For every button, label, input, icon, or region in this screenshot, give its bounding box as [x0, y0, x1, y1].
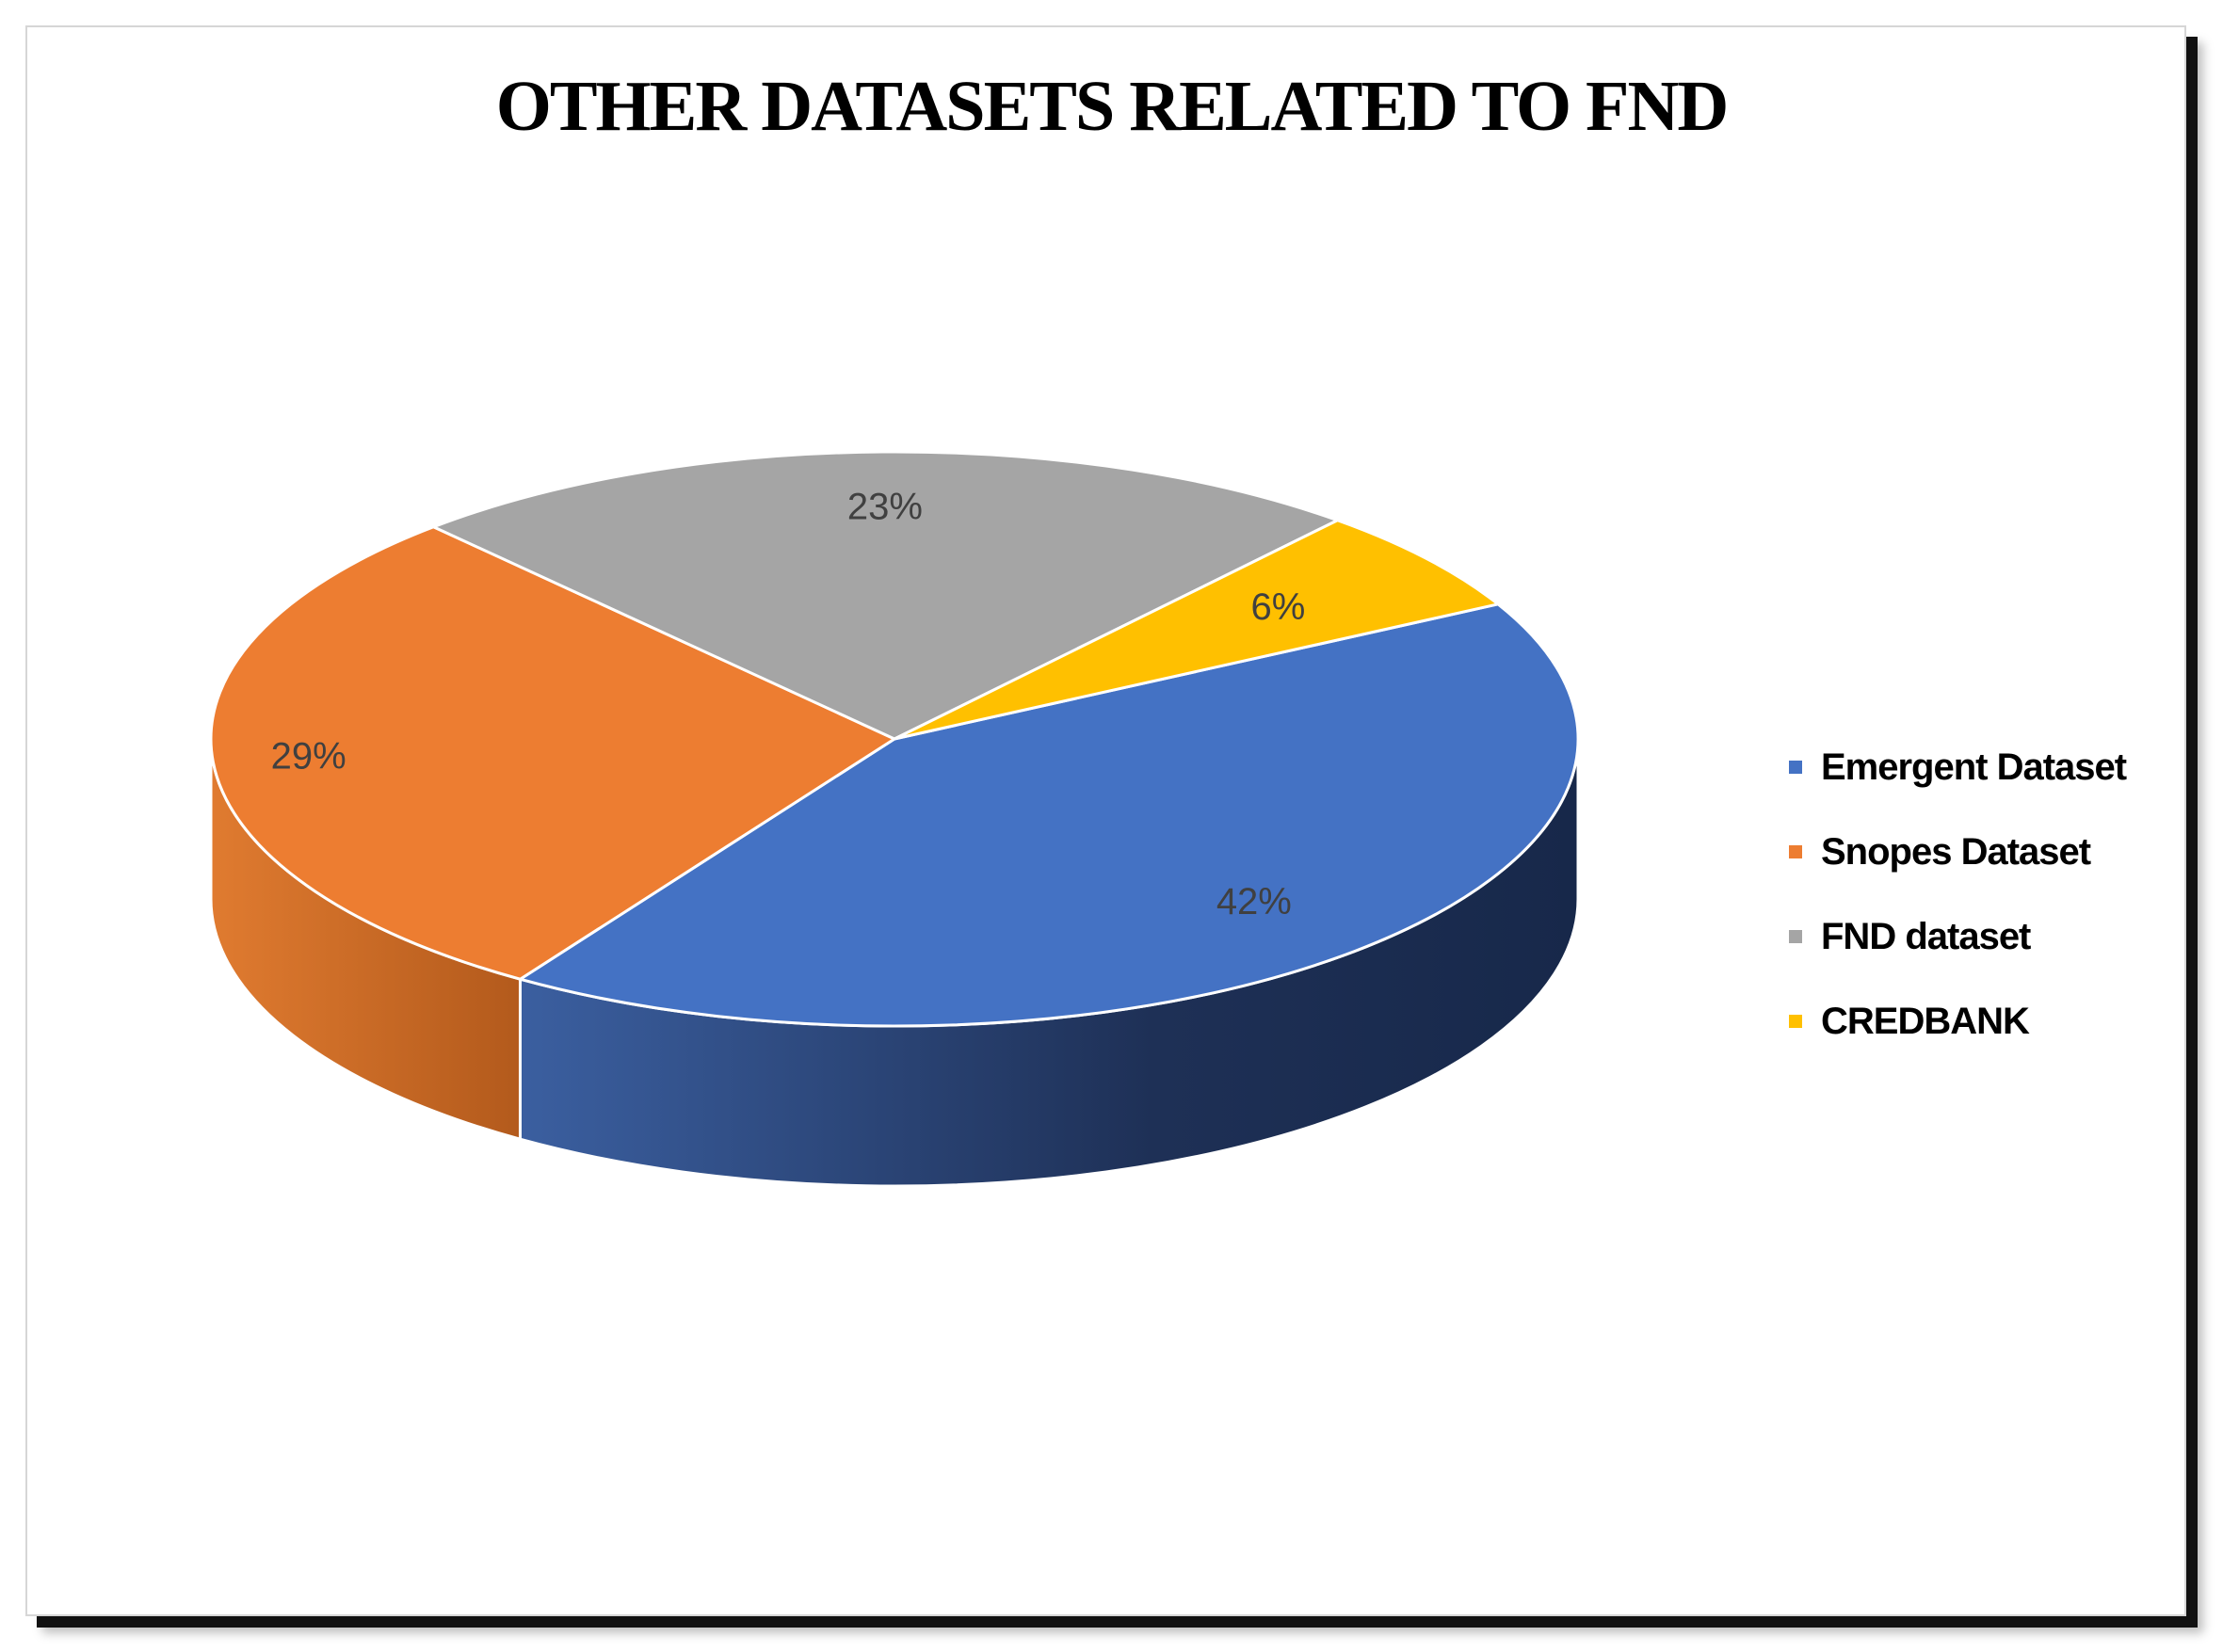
data-label-emergent-dataset: 42%: [1216, 881, 1292, 922]
legend-swatch-snopes-dataset: [1789, 845, 1802, 858]
legend-item-emergent-dataset: Emergent Dataset: [1789, 725, 2126, 810]
data-label-fnd-dataset: 23%: [847, 487, 923, 528]
data-label-snopes-dataset: 29%: [271, 736, 346, 778]
legend-label-snopes-dataset: Snopes Dataset: [1821, 831, 2090, 874]
legend-label-credbank: CREDBANK: [1821, 1001, 2029, 1043]
legend-item-snopes-dataset: Snopes Dataset: [1789, 810, 2126, 894]
legend: Emergent Dataset Snopes Dataset FND datase…: [1789, 725, 2126, 1064]
legend-item-credbank: CREDBANK: [1789, 979, 2126, 1064]
legend-label-fnd-dataset: FND dataset: [1821, 916, 2030, 958]
legend-swatch-fnd-dataset: [1789, 930, 1802, 943]
data-label-credbank: 6%: [1250, 586, 1305, 628]
legend-label-emergent-dataset: Emergent Dataset: [1821, 746, 2126, 789]
legend-swatch-emergent-dataset: [1789, 761, 1802, 774]
legend-swatch-credbank: [1789, 1015, 1802, 1028]
legend-item-fnd-dataset: FND dataset: [1789, 894, 2126, 979]
pie-slices: [211, 452, 1578, 1026]
